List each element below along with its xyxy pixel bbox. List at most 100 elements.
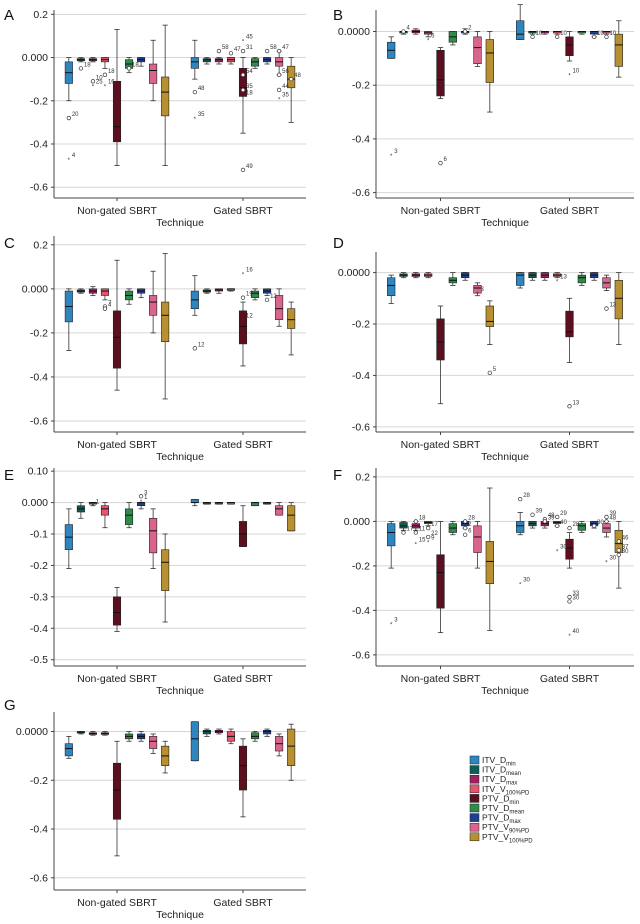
outlier-circle [438, 160, 443, 166]
box [387, 523, 396, 547]
y-tick-label: -0.2 [30, 560, 48, 572]
outlier-label: 30 [622, 549, 629, 555]
box-itv-v-100pctpd [226, 728, 235, 745]
x-category-label: Gated SBRT [213, 439, 273, 451]
box-ptv-d-mean [251, 502, 260, 507]
box [112, 310, 122, 369]
outlier-circle [78, 66, 84, 71]
outlier-star: * [104, 85, 107, 91]
box-ptv-v-90pctpd [602, 274, 611, 291]
outlier-label: 7 [108, 300, 112, 306]
outlier-circle [192, 346, 197, 351]
outlier-label: 3 [480, 287, 484, 293]
outlier-circle [426, 534, 431, 540]
y-tick-label: -0.4 [352, 133, 370, 145]
outlier-label: 30 [573, 595, 580, 601]
box-ptv-d-min [112, 740, 122, 857]
box [614, 279, 623, 320]
x-axis-title: Technique [156, 217, 204, 229]
box-ptv-d-min [112, 259, 122, 391]
box [275, 505, 284, 516]
outlier-label: 30 [609, 555, 616, 561]
y-tick-label: 0.2 [33, 9, 48, 21]
box-ptv-d-min [112, 29, 122, 166]
outlier-label: 48 [609, 515, 616, 521]
box-itv-d-mean [76, 502, 85, 519]
y-tick-label: 0.0000 [16, 726, 48, 738]
outlier-circle [567, 599, 572, 604]
legend-swatch [469, 822, 480, 832]
outlier-circle [555, 34, 560, 40]
box-itv-v-100pctpd [100, 57, 109, 69]
box [614, 33, 623, 67]
outlier-label: 35 [282, 93, 289, 99]
box [112, 596, 122, 626]
outlier-circle [463, 29, 468, 34]
y-tick-label: 0.000 [22, 283, 48, 295]
legend-item: PTV_V90%PD [469, 822, 530, 835]
box-itv-d-mean [76, 57, 85, 63]
panel-letter: D [333, 235, 344, 252]
y-tick-label: -0.4 [30, 138, 48, 150]
outlier-circle [240, 295, 246, 300]
legend-label: PTV_Dmax [482, 813, 521, 826]
box-ptv-d-max [263, 57, 272, 65]
box [473, 285, 482, 294]
box-itv-d-max [411, 272, 420, 279]
box-itv-v-100pctpd [424, 31, 433, 38]
outlier-star: * [92, 505, 95, 511]
outlier-label: 4 [72, 153, 76, 159]
panel-b: B 0.0000 -0.2 -0.4 -0.6 Non-gated SBRT Gated S… [333, 4, 634, 229]
box [202, 729, 211, 735]
y-tick-label: 0.000 [22, 497, 48, 509]
outlier-label: 4 [407, 25, 411, 31]
box-ptv-d-max [137, 502, 146, 510]
box [149, 63, 158, 84]
x-axis-title: Technique [156, 909, 204, 921]
box [214, 58, 223, 63]
outlier-star: * [194, 117, 197, 123]
box-ptv-d-max [137, 731, 146, 742]
outlier-star: * [68, 158, 71, 164]
outlier-label: 31 [246, 45, 253, 51]
outlier-label: 30 [560, 544, 567, 550]
box [436, 49, 445, 97]
x-axis-title: Technique [481, 451, 529, 463]
outlier-circle [276, 87, 282, 93]
box-itv-d-max [411, 28, 420, 35]
outlier-star: * [556, 279, 559, 285]
box-ptv-v-90pctpd [473, 31, 482, 67]
legend-item: PTV_Dmax [469, 813, 521, 826]
box-itv-v-100pctpd [424, 272, 433, 279]
y-tick-label: -0.6 [352, 187, 370, 199]
panel-g: G0.0000 -0.2 -0.4 -0.6 Non-gated SBRT Gated S… [4, 697, 306, 921]
outlier-label: 56 [282, 69, 289, 75]
outlier-circle [138, 494, 144, 499]
x-category-label: Non-gated SBRT [401, 205, 481, 217]
y-tick-label: -0.6 [352, 421, 370, 433]
box-ptv-v-90pctpd [473, 520, 482, 569]
outlier-star: * [278, 98, 281, 104]
outlier-circle [518, 496, 523, 502]
outlier-label: 2 [468, 522, 472, 528]
legend-label: PTV_V100%PD [482, 832, 533, 845]
y-tick-label: -0.2 [30, 95, 48, 107]
x-category-label: Non-gated SBRT [401, 439, 481, 451]
box-ptv-v-100pctpd [287, 301, 296, 356]
legend-swatch [469, 765, 480, 774]
box-ptv-d-min [238, 301, 248, 367]
box [287, 308, 296, 329]
legend-swatch [469, 784, 480, 794]
panels: A 0.2 0.000 -0.2 -0.4 -0.6 Non-gated SBRT Gated… [4, 4, 634, 921]
box-itv-d-mean [76, 288, 85, 294]
y-tick-label: -0.5 [30, 654, 48, 666]
panel-letter: G [4, 697, 16, 714]
outlier-label: 10 [560, 31, 567, 37]
outlier-circle [240, 87, 246, 93]
legend-swatch [469, 813, 480, 822]
outlier-circle [413, 519, 418, 524]
box-ptv-v-100pctpd [485, 487, 494, 631]
y-tick-label: 0.000 [22, 52, 48, 64]
panel-letter: A [4, 7, 14, 24]
outlier-star: * [568, 73, 571, 79]
